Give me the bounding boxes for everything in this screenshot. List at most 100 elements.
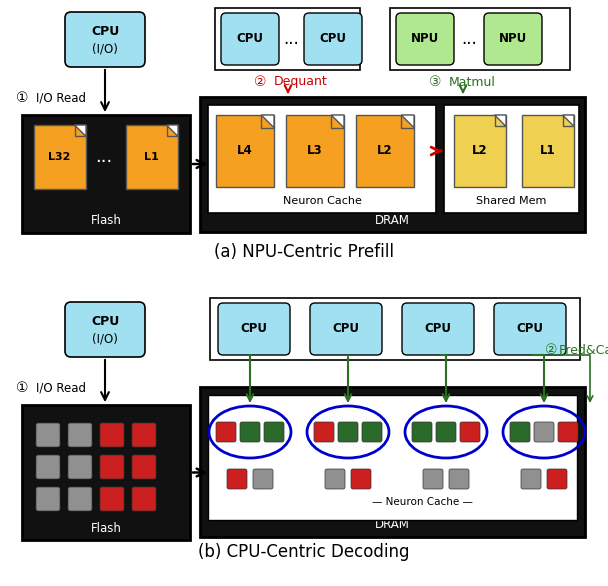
Text: L2: L2	[376, 145, 392, 158]
FancyBboxPatch shape	[218, 303, 290, 355]
FancyBboxPatch shape	[68, 487, 92, 511]
FancyBboxPatch shape	[412, 422, 432, 442]
FancyBboxPatch shape	[558, 422, 578, 442]
FancyBboxPatch shape	[126, 125, 178, 189]
Text: NPU: NPU	[499, 32, 527, 46]
FancyBboxPatch shape	[362, 422, 382, 442]
Polygon shape	[331, 115, 344, 128]
FancyBboxPatch shape	[100, 423, 124, 447]
FancyBboxPatch shape	[351, 469, 371, 489]
Bar	[210, 298, 580, 360]
FancyBboxPatch shape	[36, 487, 60, 511]
Text: DRAM: DRAM	[375, 213, 410, 227]
FancyBboxPatch shape	[449, 469, 469, 489]
FancyBboxPatch shape	[436, 422, 456, 442]
FancyBboxPatch shape	[310, 303, 382, 355]
FancyBboxPatch shape	[304, 13, 362, 65]
Text: DRAM: DRAM	[375, 519, 410, 532]
Text: ...: ...	[461, 30, 477, 48]
FancyBboxPatch shape	[396, 13, 454, 65]
FancyBboxPatch shape	[454, 115, 506, 187]
FancyBboxPatch shape	[240, 422, 260, 442]
FancyBboxPatch shape	[216, 115, 274, 187]
FancyBboxPatch shape	[132, 487, 156, 511]
Text: — Neuron Cache —: — Neuron Cache —	[372, 497, 473, 507]
FancyBboxPatch shape	[227, 469, 247, 489]
Text: I/O Read: I/O Read	[36, 91, 86, 104]
Text: ③: ③	[429, 75, 441, 89]
FancyBboxPatch shape	[494, 303, 566, 355]
Text: CPU: CPU	[517, 322, 544, 336]
FancyBboxPatch shape	[264, 422, 284, 442]
FancyBboxPatch shape	[36, 455, 60, 479]
FancyBboxPatch shape	[253, 469, 273, 489]
Bar	[215, 8, 360, 70]
Text: CPU: CPU	[91, 25, 119, 38]
FancyBboxPatch shape	[221, 13, 279, 65]
Text: L32: L32	[48, 152, 71, 162]
Text: CPU: CPU	[237, 32, 263, 46]
Text: L1: L1	[540, 145, 555, 158]
Text: Neuron Cache: Neuron Cache	[283, 196, 361, 206]
Text: Flash: Flash	[91, 522, 122, 534]
Bar	[200, 387, 585, 537]
FancyBboxPatch shape	[286, 115, 344, 187]
Bar	[390, 8, 570, 70]
Bar	[22, 115, 190, 233]
FancyBboxPatch shape	[423, 469, 443, 489]
Text: ①: ①	[16, 381, 28, 395]
Bar	[208, 105, 436, 213]
Text: I/O Read: I/O Read	[36, 381, 86, 394]
FancyBboxPatch shape	[132, 423, 156, 447]
Text: CPU: CPU	[91, 315, 119, 328]
FancyBboxPatch shape	[356, 115, 414, 187]
FancyBboxPatch shape	[132, 455, 156, 479]
Text: (a) NPU-Centric Prefill: (a) NPU-Centric Prefill	[214, 243, 394, 261]
Text: ②: ②	[254, 75, 266, 89]
Text: Matmul: Matmul	[449, 76, 496, 88]
Text: Shared Mem: Shared Mem	[476, 196, 547, 206]
Text: CPU: CPU	[241, 322, 268, 336]
Text: NPU: NPU	[411, 32, 439, 46]
FancyBboxPatch shape	[34, 125, 86, 189]
Text: CPU: CPU	[319, 32, 347, 46]
Bar	[208, 395, 577, 520]
Text: L3: L3	[306, 145, 322, 158]
FancyBboxPatch shape	[484, 13, 542, 65]
Text: L1: L1	[144, 152, 159, 162]
Polygon shape	[261, 115, 274, 128]
FancyBboxPatch shape	[547, 469, 567, 489]
FancyBboxPatch shape	[216, 422, 236, 442]
Text: ②: ②	[545, 343, 558, 357]
Text: (I/O): (I/O)	[92, 333, 118, 346]
FancyBboxPatch shape	[68, 423, 92, 447]
Text: ...: ...	[95, 148, 112, 166]
Text: (b) CPU-Centric Decoding: (b) CPU-Centric Decoding	[198, 543, 410, 561]
FancyBboxPatch shape	[100, 487, 124, 511]
FancyBboxPatch shape	[521, 469, 541, 489]
FancyBboxPatch shape	[534, 422, 554, 442]
FancyBboxPatch shape	[460, 422, 480, 442]
Text: ...: ...	[283, 30, 299, 48]
Bar	[200, 97, 585, 232]
FancyBboxPatch shape	[402, 303, 474, 355]
FancyBboxPatch shape	[522, 115, 574, 187]
FancyBboxPatch shape	[68, 455, 92, 479]
Polygon shape	[401, 115, 414, 128]
Text: L2: L2	[472, 145, 487, 158]
Text: ①: ①	[16, 91, 28, 105]
FancyBboxPatch shape	[510, 422, 530, 442]
FancyBboxPatch shape	[36, 423, 60, 447]
Polygon shape	[562, 115, 574, 127]
Text: L4: L4	[237, 145, 252, 158]
FancyBboxPatch shape	[338, 422, 358, 442]
Polygon shape	[167, 125, 178, 137]
Text: CPU: CPU	[333, 322, 359, 336]
Text: Flash: Flash	[91, 214, 122, 227]
Bar	[22, 405, 190, 540]
Polygon shape	[494, 115, 506, 127]
FancyBboxPatch shape	[314, 422, 334, 442]
Text: Pred&Cal: Pred&Cal	[559, 343, 608, 356]
Bar	[444, 105, 579, 213]
Text: CPU: CPU	[424, 322, 452, 336]
